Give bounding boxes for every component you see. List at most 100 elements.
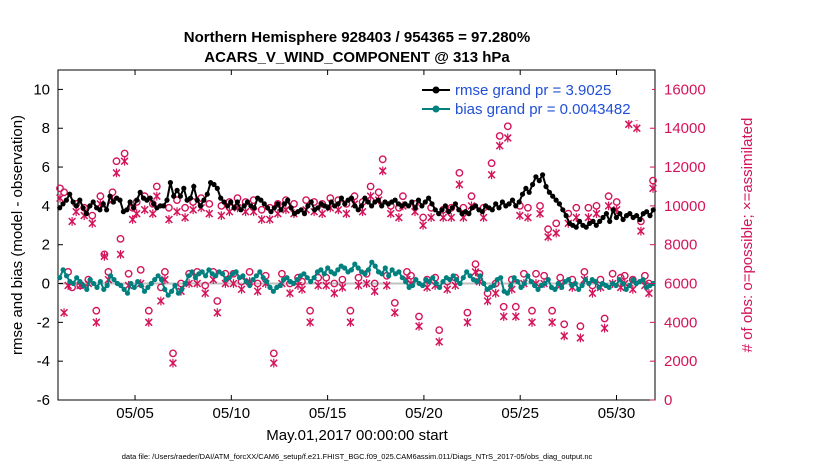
bias-point — [94, 284, 100, 290]
possible-obs-marker — [608, 269, 617, 278]
rmse-point — [107, 193, 113, 199]
possible-obs-marker — [407, 271, 415, 280]
legend-bias-marker — [432, 105, 440, 113]
rmse-point — [268, 209, 274, 215]
bias-point — [450, 273, 456, 279]
rmse-point — [533, 174, 539, 180]
rmse-point — [449, 205, 455, 211]
possible-obs-marker — [144, 306, 153, 315]
bias-point — [596, 284, 602, 290]
possible-obs-marker — [346, 306, 355, 315]
assimilated-obs-marker — [386, 209, 395, 219]
assimilated-obs-marker — [152, 191, 161, 201]
rmse-point — [197, 203, 204, 209]
bias-point — [243, 279, 249, 285]
bias-point — [528, 279, 534, 285]
assimilated-obs-marker — [632, 123, 641, 133]
possible-obs-marker — [471, 260, 480, 268]
bias-point — [606, 284, 612, 290]
bias-point — [206, 267, 212, 273]
bias-point — [409, 282, 416, 289]
bias-point — [199, 269, 205, 275]
bias-point — [148, 280, 154, 287]
possible-obs-marker — [556, 273, 565, 282]
possible-obs-marker — [548, 306, 556, 315]
rmse-point — [593, 222, 599, 228]
rmse-point — [167, 180, 173, 186]
bias-point — [91, 280, 97, 287]
bias-point — [165, 292, 171, 298]
bias-point — [464, 269, 470, 275]
bias-point — [63, 273, 70, 279]
bias-point — [379, 271, 385, 277]
possible-obs-marker — [419, 213, 427, 222]
bias-point — [182, 280, 188, 287]
possible-obs-marker — [374, 188, 383, 197]
bias-point — [233, 269, 239, 275]
bias-point — [630, 277, 636, 283]
bias-point — [192, 275, 198, 281]
footnote-data-file: data file: /Users/raeder/DAI/ATM_forcXX/… — [122, 452, 593, 461]
possible-obs-marker — [499, 302, 508, 311]
rmse-point — [546, 189, 553, 195]
bias-point — [260, 275, 266, 281]
assimilated-obs-marker — [128, 215, 137, 224]
bias-point — [213, 273, 219, 279]
bias-point — [515, 279, 521, 285]
assimilated-obs-marker — [419, 220, 427, 230]
rmse-point — [194, 197, 200, 203]
bias-point — [118, 282, 124, 289]
bias-point — [84, 286, 90, 292]
assimilated-obs-marker — [338, 283, 347, 292]
bias-point — [294, 277, 300, 283]
possible-obs-marker — [269, 349, 278, 358]
assimilated-obs-marker — [390, 308, 399, 318]
bias-point — [335, 267, 341, 273]
rmse-point — [100, 201, 106, 207]
bias-point — [97, 279, 103, 285]
possible-obs-marker — [435, 326, 444, 334]
assimilated-obs-marker — [229, 279, 238, 288]
possible-obs-marker — [181, 203, 190, 212]
rmse-point — [422, 199, 428, 205]
assimilated-obs-marker — [378, 166, 387, 176]
rmse-point — [147, 195, 153, 201]
possible-obs-marker — [273, 199, 282, 208]
rmse-point — [104, 207, 110, 213]
rmse-point — [553, 197, 559, 203]
bias-point — [172, 282, 178, 289]
assimilated-obs-marker — [604, 201, 613, 211]
possible-obs-marker — [56, 184, 64, 193]
bias-point — [325, 265, 331, 271]
possible-obs-marker — [298, 277, 306, 286]
rmse-point — [241, 203, 247, 209]
assimilated-obs-marker — [499, 312, 508, 321]
bias-point — [128, 280, 134, 287]
rmse-point — [412, 205, 418, 211]
bias-point — [403, 279, 409, 285]
rmse-point — [117, 197, 123, 203]
rmse-point — [73, 203, 79, 209]
rmse-point — [328, 199, 334, 205]
bias-point — [623, 286, 629, 292]
y-tick-label: 0 — [42, 276, 50, 293]
bias-point — [555, 280, 561, 287]
rmse-point — [127, 199, 133, 205]
y-tick-label: 6 — [42, 159, 50, 176]
possible-obs-marker — [136, 265, 145, 274]
bias-point — [131, 284, 137, 290]
bias-point — [291, 280, 297, 287]
rmse-point — [137, 189, 143, 195]
rmse-series — [57, 172, 656, 230]
bias-point — [141, 288, 148, 294]
rmse-point — [151, 201, 157, 207]
rmse-point — [590, 218, 596, 224]
bias-point — [627, 282, 633, 289]
rmse-point — [288, 205, 294, 211]
possible-obs-marker — [96, 192, 105, 201]
assimilated-obs-marker — [588, 288, 597, 298]
bias-point — [175, 290, 181, 296]
possible-obs-marker — [398, 192, 407, 201]
bias-point — [318, 267, 324, 273]
rmse-point — [442, 203, 448, 209]
